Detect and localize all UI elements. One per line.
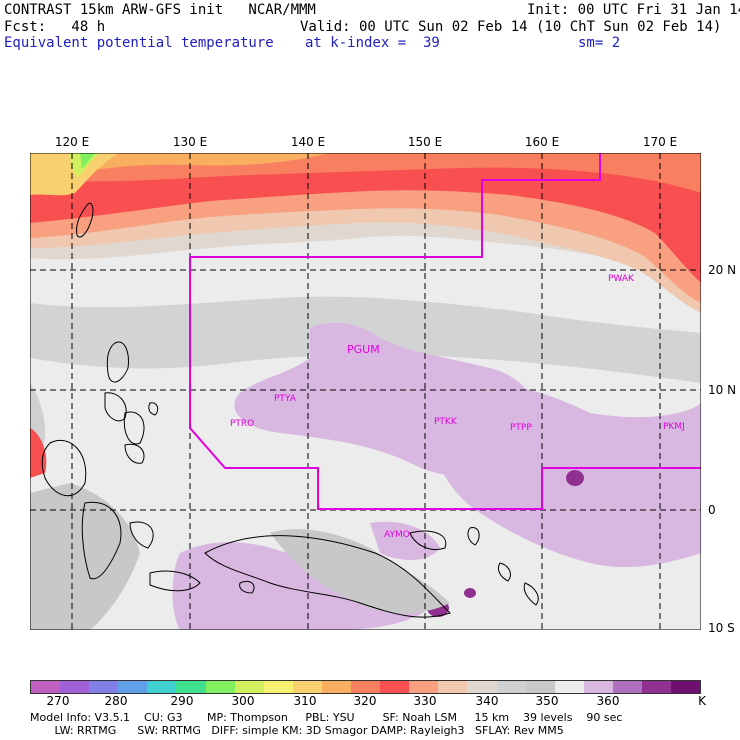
legend-label-290: 290: [170, 694, 194, 708]
legend-swatch: [60, 681, 90, 693]
station-pkmj: PKMJ: [663, 422, 685, 432]
lon-label-120: 120 E: [54, 135, 90, 149]
legend-swatch: [176, 681, 206, 693]
legend-swatch: [292, 681, 322, 693]
legend-swatch: [118, 681, 148, 693]
model-info-line2: LW: RRTMG SW: RRTMG DIFF: simple KM: 3D …: [30, 724, 564, 737]
legend-label-310: 310: [293, 694, 317, 708]
legend-swatch: [263, 681, 293, 693]
legend-swatch: [641, 681, 672, 693]
legend-swatch: [147, 681, 177, 693]
region-boundary: [190, 153, 601, 258]
theta-e-shading: [30, 153, 701, 630]
legend-swatch: [438, 681, 468, 693]
legend-swatch: [31, 681, 61, 693]
forecast-hour: Fcst: 48 h: [4, 19, 106, 35]
legend-swatch: [351, 681, 381, 693]
station-ptpp: PTPP: [510, 423, 532, 433]
legend-label-300: 300: [231, 694, 255, 708]
lon-label-140: 140 E: [290, 135, 326, 149]
lat-label-20n: 20 N: [708, 263, 737, 277]
lat-label-10s: 10 S: [708, 621, 735, 635]
color-legend: [30, 680, 701, 694]
lat-label-0: 0: [708, 503, 716, 517]
legend-swatch: [234, 681, 264, 693]
legend-label-270: 270: [46, 694, 70, 708]
legend-swatch: [467, 681, 497, 693]
legend-swatch: [554, 681, 584, 693]
legend-label-280: 280: [104, 694, 128, 708]
lon-label-160: 160 E: [524, 135, 560, 149]
legend-label-340: 340: [475, 694, 499, 708]
legend-swatch: [671, 681, 701, 693]
legend-swatch: [89, 681, 119, 693]
station-ptkk: PTKK: [434, 417, 458, 427]
legend-label-330: 330: [413, 694, 437, 708]
station-pwak: PWAK: [608, 274, 635, 284]
region-boundary-lower: [189, 257, 701, 510]
legend-swatch: [525, 681, 555, 693]
legend-swatch: [380, 681, 410, 693]
legend-swatch: [205, 681, 235, 693]
legend-swatch: [583, 681, 613, 693]
lon-label-170: 170 E: [642, 135, 678, 149]
field-name: Equivalent potential temperature: [4, 35, 274, 51]
legend-swatch: [409, 681, 439, 693]
model-info-line1: Model Info: V3.5.1 CU: G3 MP: Thompson P…: [30, 711, 623, 724]
legend-unit: K: [698, 694, 706, 708]
level-index: at k-index = 39: [305, 35, 440, 51]
legend-label-320: 320: [353, 694, 377, 708]
station-ptro: PTRO: [230, 419, 254, 429]
lon-label-150: 150 E: [407, 135, 443, 149]
smoothing: sm= 2: [578, 35, 621, 51]
init-time: Init: 00 UTC Fri 31 Jan 14: [527, 2, 740, 18]
lat-label-10n: 10 N: [708, 383, 737, 397]
legend-swatch: [321, 681, 352, 693]
station-ptya: PTYA: [274, 394, 297, 404]
station-aymo: AYMO: [384, 530, 410, 540]
legend-swatch: [496, 681, 526, 693]
legend-swatch: [612, 681, 642, 693]
station-pgum: PGUM: [347, 343, 380, 356]
valid-time: Valid: 00 UTC Sun 02 Feb 14 (10 ChT Sun …: [300, 19, 722, 35]
model-title: CONTRAST 15km ARW-GFS init NCAR/MMM: [4, 2, 316, 18]
lon-label-130: 130 E: [172, 135, 208, 149]
theta-e-map: PWAK PGUM PTYA PTRO PTKK PTPP PKMJ AYMO: [30, 153, 701, 630]
coastlines: [41, 202, 539, 618]
legend-label-350: 350: [535, 694, 559, 708]
legend-label-360: 360: [596, 694, 620, 708]
